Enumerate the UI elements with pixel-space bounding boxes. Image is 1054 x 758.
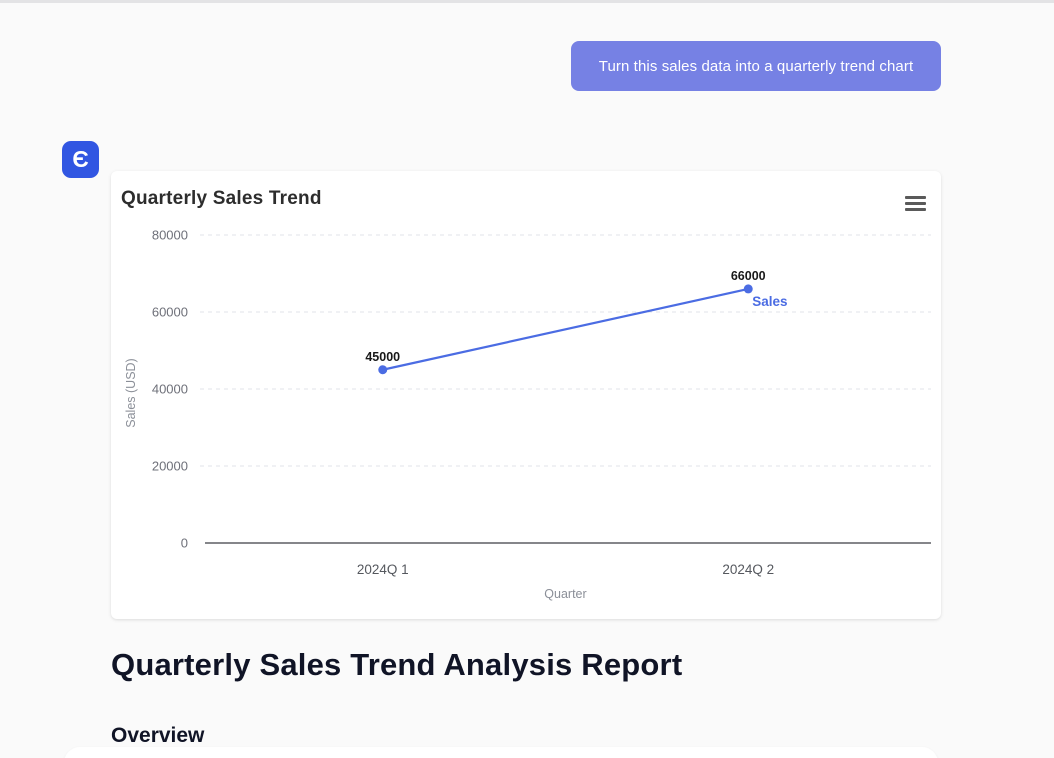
menu-bar	[905, 195, 926, 199]
chart-title: Quarterly Sales Trend	[121, 188, 322, 209]
y-axis-tick-label: 60000	[152, 305, 188, 320]
x-axis-tick-label: 2024Q 2	[722, 562, 774, 577]
series-end-label: Sales	[752, 294, 787, 309]
series-line-sales	[382, 287, 749, 371]
data-point-label: 45000	[365, 350, 400, 364]
assistant-avatar: Є	[62, 141, 99, 178]
line-chart-canvas: 0 20000 40000 60000 80000 2024Q 1 2024Q 2 Quart…	[124, 228, 931, 601]
y-axis-tick-label: 0	[181, 536, 188, 551]
x-axis-name: Quarter	[544, 587, 586, 601]
user-message-text: Turn this sales data into a quarterly tr…	[598, 57, 914, 75]
overview-card	[64, 747, 938, 758]
report-section-heading-overview: Overview	[111, 724, 205, 747]
y-axis-tick-label: 80000	[152, 228, 188, 243]
chart-hamburger-menu-icon[interactable]	[903, 192, 929, 214]
user-message-bubble: Turn this sales data into a quarterly tr…	[571, 41, 941, 91]
report-title: Quarterly Sales Trend Analysis Report	[111, 647, 683, 682]
menu-bar	[905, 201, 926, 205]
x-axis-tick-label: 2024Q 1	[357, 562, 409, 577]
y-axis-tick-label: 40000	[152, 382, 188, 397]
menu-bar	[905, 207, 926, 211]
chart-card: 0 20000 40000 60000 80000 2024Q 1 2024Q 2 Quart…	[111, 171, 941, 619]
data-point[interactable]	[378, 365, 388, 375]
data-point-label: 66000	[731, 269, 766, 283]
y-axis-tick-label: 20000	[152, 459, 188, 474]
y-axis-name: Sales (USD)	[124, 358, 138, 427]
data-point[interactable]	[743, 284, 753, 294]
assistant-avatar-glyph: Є	[72, 146, 89, 172]
